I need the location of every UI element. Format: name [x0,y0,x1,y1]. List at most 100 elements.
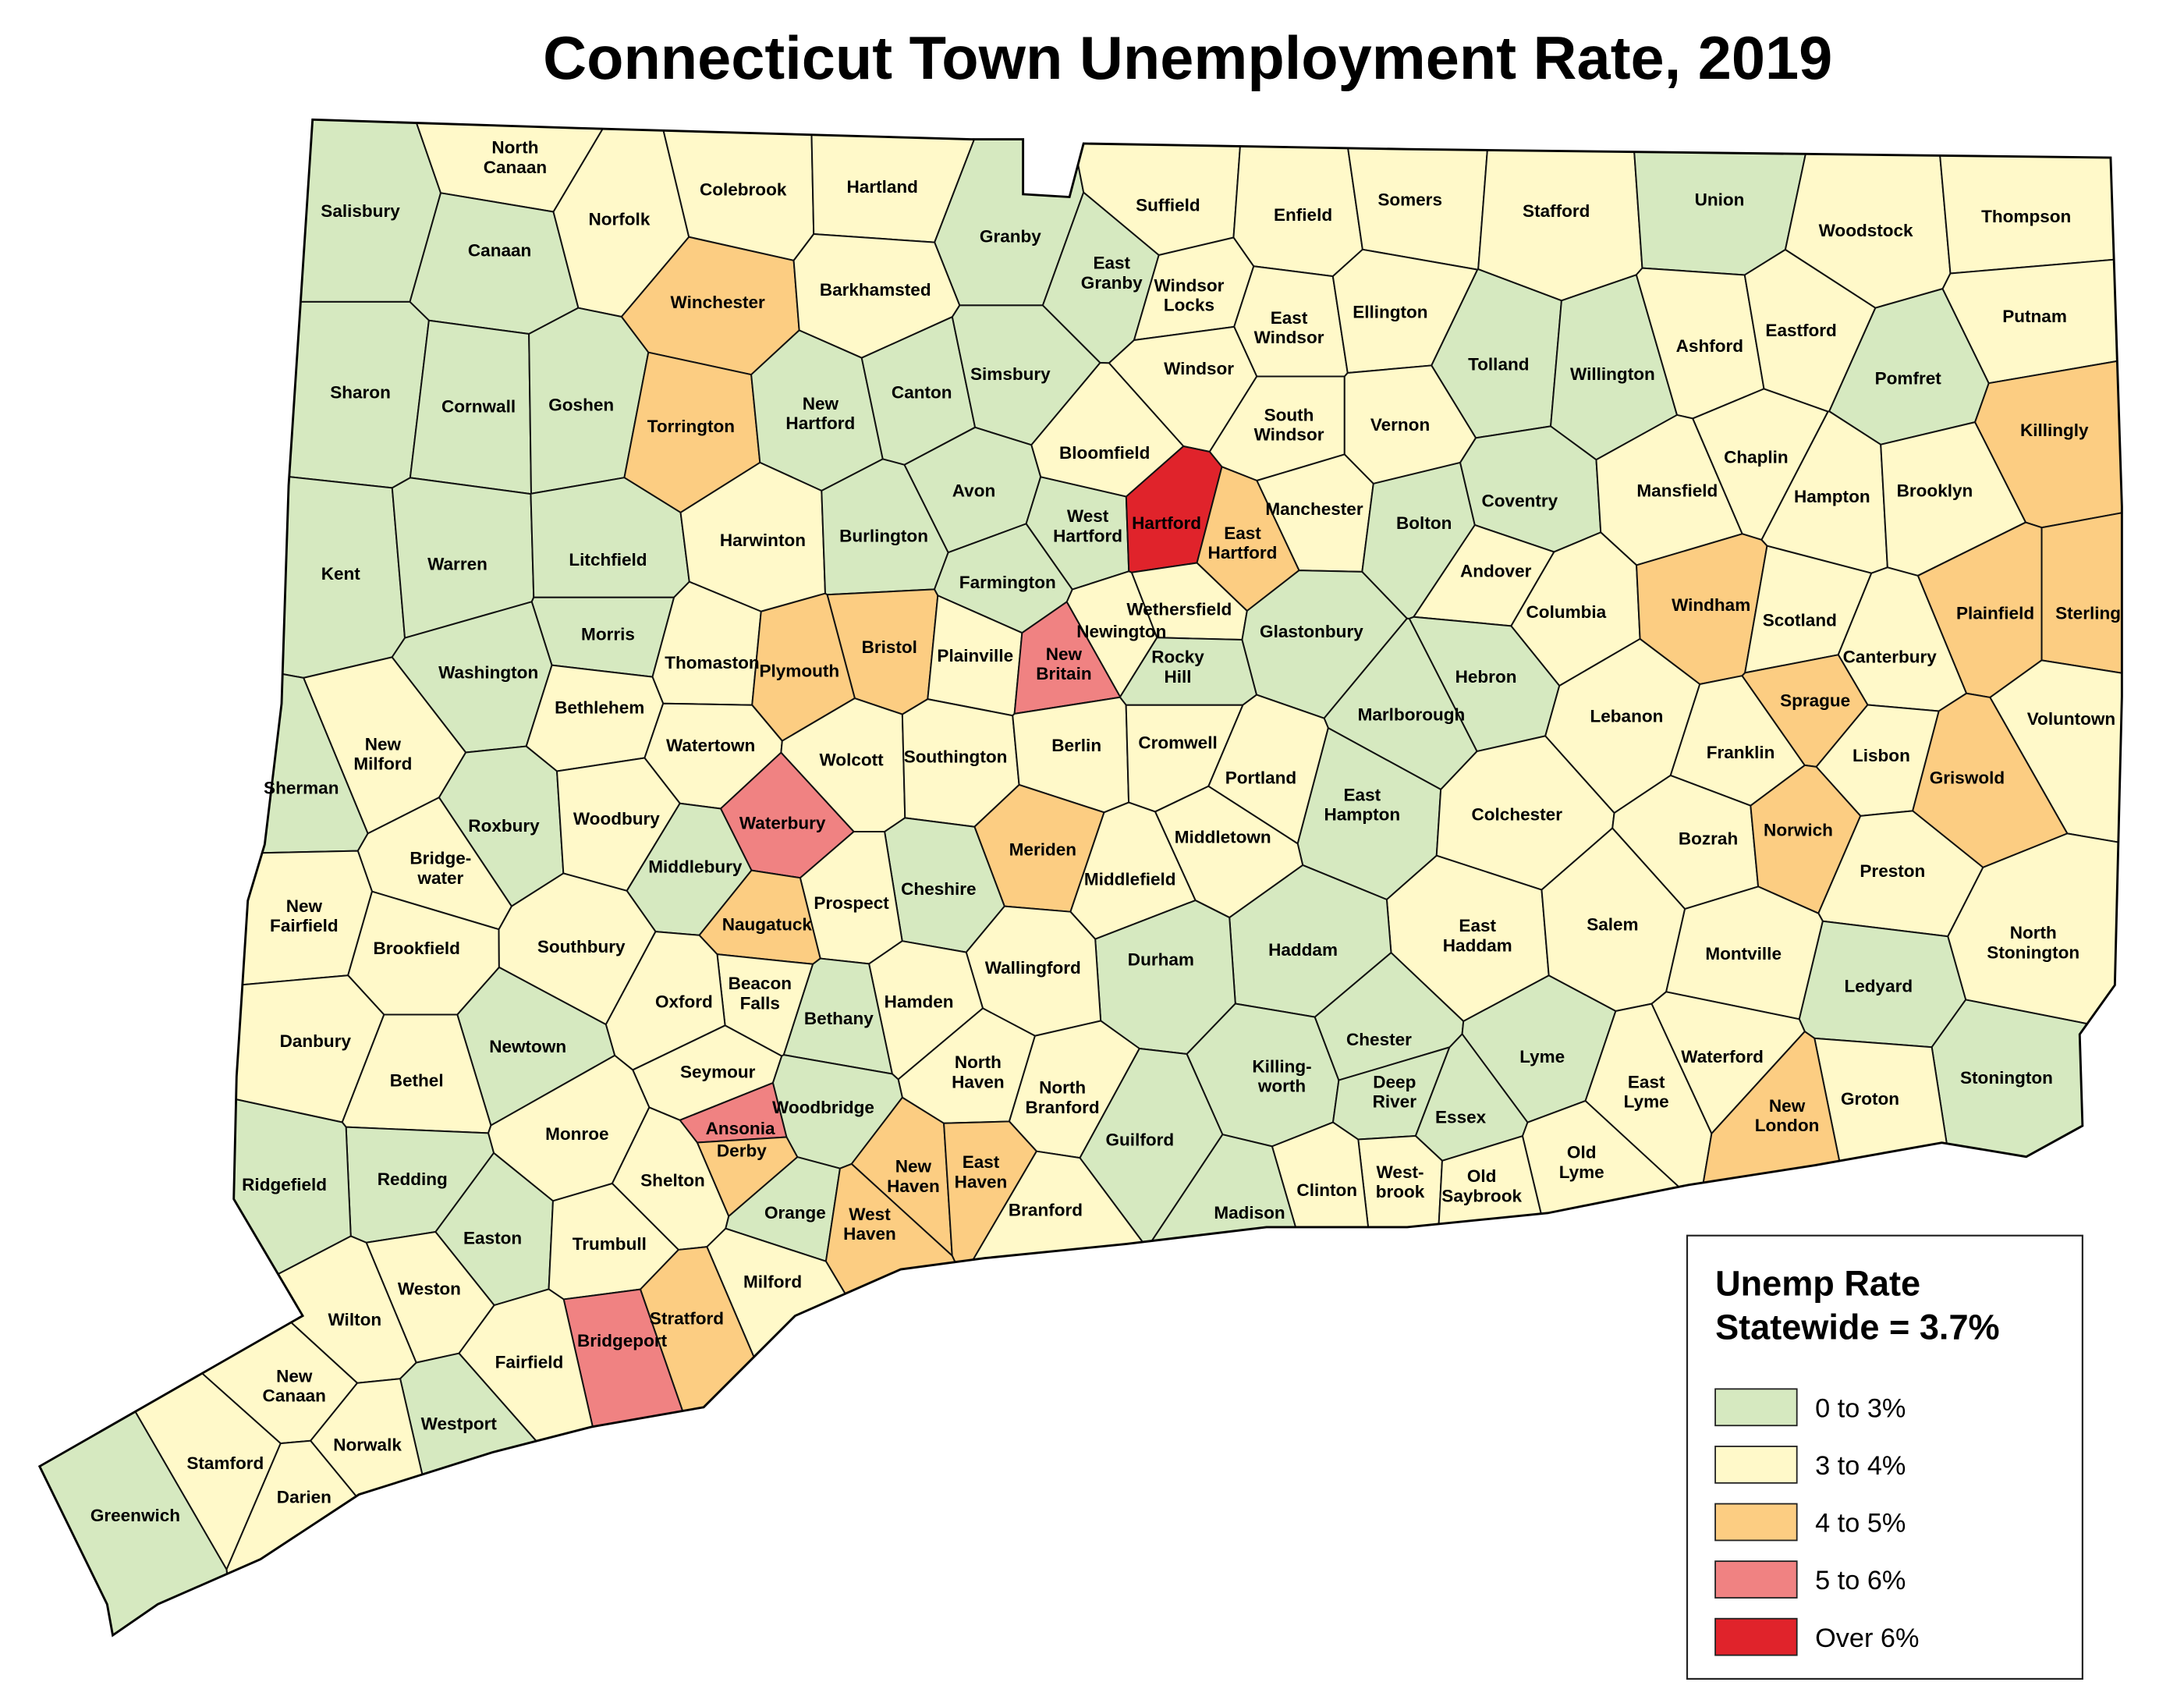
town-label: Andover [1460,562,1532,581]
town-label: Canaan [468,240,531,260]
town-label: Hebron [1455,667,1517,687]
town-label: Woodbridge [772,1098,874,1117]
town-label: Columbia [1526,602,1607,622]
town-label: Stamford [186,1453,264,1473]
legend-label: 0 to 3% [1815,1393,1906,1423]
town-label: Weston [398,1279,461,1298]
town-label: West-brook [1376,1162,1425,1201]
town-label: Windsor [1164,359,1234,378]
town-label: Brookfield [373,939,459,958]
town-label: Bethel [390,1071,444,1091]
town-label: New Haven [887,1157,940,1196]
town-label: West Hartford [1053,506,1122,545]
town-label: Colchester [1472,805,1563,825]
town-label: Norwich [1764,820,1833,839]
town-label: Old Lyme [1559,1143,1604,1182]
town-label: East Lyme [1624,1072,1669,1111]
town-label: Wallingford [985,958,1081,978]
town-label: Putnam [2002,307,2067,326]
town-label: Chester [1346,1030,1412,1049]
town-label: Voluntown [2027,709,2115,729]
town-label: Granby [980,226,1041,246]
town-label: Winchester [671,293,765,312]
town-label: South Windsor [1254,405,1324,444]
town-label: Bethlehem [555,698,644,718]
town-label: Glastonbury [1260,622,1363,641]
town-label: Windham [1672,595,1750,615]
town-label: Watertown [666,736,755,755]
town-label: Naugatuck [722,914,813,934]
town-area [2040,512,2123,674]
town-label: Beacon Falls [729,974,792,1013]
town-label: Roxbury [468,816,540,836]
town-label: Danbury [280,1031,352,1051]
town-label: Milford [743,1272,802,1291]
town-label: New Hartford [785,394,855,433]
town-label: Meriden [1009,840,1076,860]
town-label: Clinton [1296,1180,1357,1200]
legend-title: Unemp Rate Statewide = 3.7% [1715,1263,2000,1347]
town-label: East Hampton [1324,785,1401,824]
town-label: East Haven [955,1152,1008,1191]
town-label: Southbury [537,937,626,956]
town-label: Preston [1860,861,1925,881]
legend-label: 4 to 5% [1815,1509,1906,1538]
town-label: Sherman [264,778,339,797]
town-label: Somers [1377,190,1442,209]
town-label: Stafford [1523,201,1590,221]
town-label: Mansfield [1636,481,1718,501]
legend-swatch [1714,1560,1798,1599]
town-label: Durham [1128,949,1194,969]
legend: Unemp Rate Statewide = 3.7% 0 to 3% 3 to 4%… [1686,1234,2083,1680]
town-label: Plainville [937,646,1013,665]
town-label: Manchester [1265,499,1363,519]
town-label: Hartford [1132,513,1201,533]
town-label: North Haven [952,1052,1005,1091]
town-label: Ledyard [1844,977,1913,996]
town-label: Ashford [1676,336,1743,356]
town-label: Fairfield [495,1352,564,1372]
town-label: Norfolk [588,210,650,229]
town-label: Portland [1225,768,1296,788]
town-label: Burlington [839,526,928,545]
towns [37,118,2123,1638]
town-label: Derby [717,1141,767,1161]
map-title: Connecticut Town Unemployment Rate, 2019 [543,25,1832,92]
town-label: Marlborough [1358,705,1466,725]
town-label: Essex [1435,1107,1487,1127]
town-label: Bloomfield [1059,443,1150,463]
town-label: Canterbury [1843,648,1938,667]
town-label: Enfield [1274,205,1332,225]
town-label: Seymour [680,1063,756,1082]
town-label: East Granby [1081,254,1143,293]
town-label: Monroe [545,1124,608,1144]
town-label: Litchfield [569,550,647,570]
town-label: Southington [904,747,1008,767]
town-label: Goshen [548,396,614,415]
town-label: Tolland [1468,354,1529,374]
town-label: Barkhamsted [820,280,931,300]
town-label: New Canaan [263,1366,326,1405]
town-label: Bridge-water [410,849,471,888]
legend-label: Over 6% [1815,1624,1919,1653]
town-label: Lebanon [1590,706,1663,726]
town-label: Colebrook [700,180,787,200]
town-label: Plymouth [759,662,839,681]
town-label: Willington [1570,364,1655,384]
town-label: Deep River [1373,1072,1417,1111]
town-label: Warren [427,555,488,574]
town-label: Franklin [1707,743,1775,762]
town-label: Berlin [1051,736,1101,755]
town-label: Cheshire [901,879,976,899]
town-label: Eastford [1765,321,1836,340]
town-label: Lisbon [1852,746,1910,765]
town-label: Windsor Locks [1154,275,1225,314]
town-label: Easton [463,1229,522,1248]
town-label: Ellington [1353,303,1427,322]
town-label: Darien [277,1487,332,1506]
town-labels: Salisbury North Canaan Canaan Norfolk Colebro… [90,138,2121,1525]
town-label: Newtown [489,1037,566,1056]
town-label: Wolcott [819,750,884,769]
town-label: Chaplin [1724,447,1789,467]
